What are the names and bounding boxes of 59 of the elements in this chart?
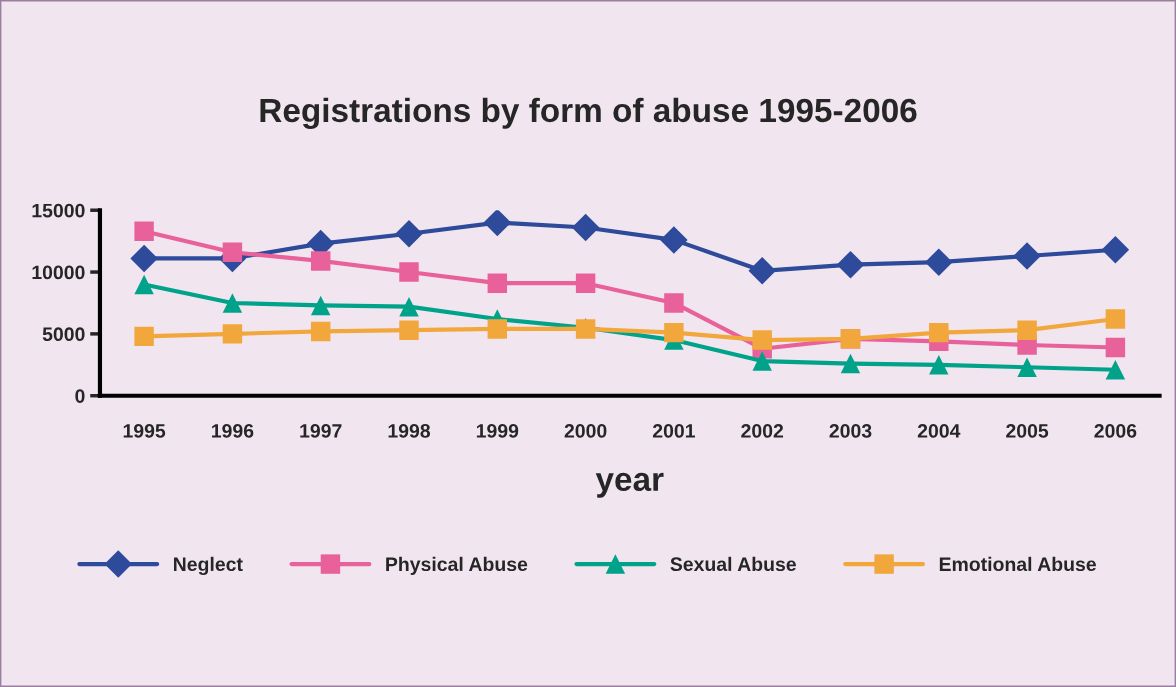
point — [664, 322, 684, 343]
point — [575, 273, 596, 293]
legend-label: Sexual Abuse — [670, 556, 796, 572]
x-tick-label: 2001 — [652, 424, 695, 438]
y-tick-label: 15000 — [32, 203, 85, 218]
point — [840, 353, 861, 374]
point — [222, 324, 243, 344]
point — [1105, 337, 1126, 358]
point — [1105, 360, 1126, 380]
x-tick-label: 2005 — [1006, 424, 1049, 438]
point — [929, 355, 949, 375]
point — [399, 320, 419, 340]
point — [748, 257, 776, 285]
x-tick-label: 2006 — [1094, 424, 1137, 438]
y-tick-label: 5000 — [42, 327, 85, 342]
point — [310, 295, 331, 316]
x-axis-title: year — [595, 472, 664, 498]
point — [483, 210, 512, 237]
chart-title: Registrations by form of abuse 1995-2006 — [260, 97, 917, 129]
point — [664, 293, 684, 313]
x-tick-label: 1998 — [388, 424, 431, 438]
y-tick-label: 0 — [75, 389, 85, 403]
point — [1105, 309, 1126, 329]
point — [310, 251, 331, 271]
x-tick-label: 1997 — [300, 424, 342, 438]
x-tick-label: 1995 — [123, 424, 166, 438]
point — [134, 274, 154, 295]
y-tick-label: 10000 — [32, 265, 85, 280]
point — [222, 242, 243, 262]
point — [752, 351, 772, 371]
point — [310, 321, 331, 342]
x-tick-label: 1996 — [212, 424, 254, 438]
point — [399, 262, 419, 282]
legend-label: Neglect — [174, 556, 243, 576]
point — [571, 213, 600, 242]
point — [487, 273, 508, 293]
point — [752, 330, 772, 350]
point — [929, 322, 949, 343]
point — [134, 221, 154, 241]
point — [1101, 236, 1130, 264]
point — [134, 326, 154, 347]
point — [130, 244, 158, 273]
point — [395, 219, 423, 248]
point — [222, 293, 243, 313]
point — [399, 296, 419, 317]
x-tick-label: 1999 — [476, 424, 519, 438]
point — [660, 226, 688, 254]
legend-label: Physical Abuse — [386, 556, 528, 575]
x-tick-label: 2004 — [917, 424, 961, 438]
point — [836, 250, 865, 279]
x-tick-label: 2003 — [829, 424, 872, 438]
x-tick-label: 2000 — [564, 424, 607, 438]
point — [1017, 357, 1037, 377]
point — [925, 248, 953, 276]
legend-label: Emotional Abuse — [939, 556, 1096, 572]
point — [1013, 242, 1041, 270]
point — [1017, 320, 1037, 340]
x-tick-label: 2002 — [741, 424, 784, 438]
point — [487, 319, 508, 339]
